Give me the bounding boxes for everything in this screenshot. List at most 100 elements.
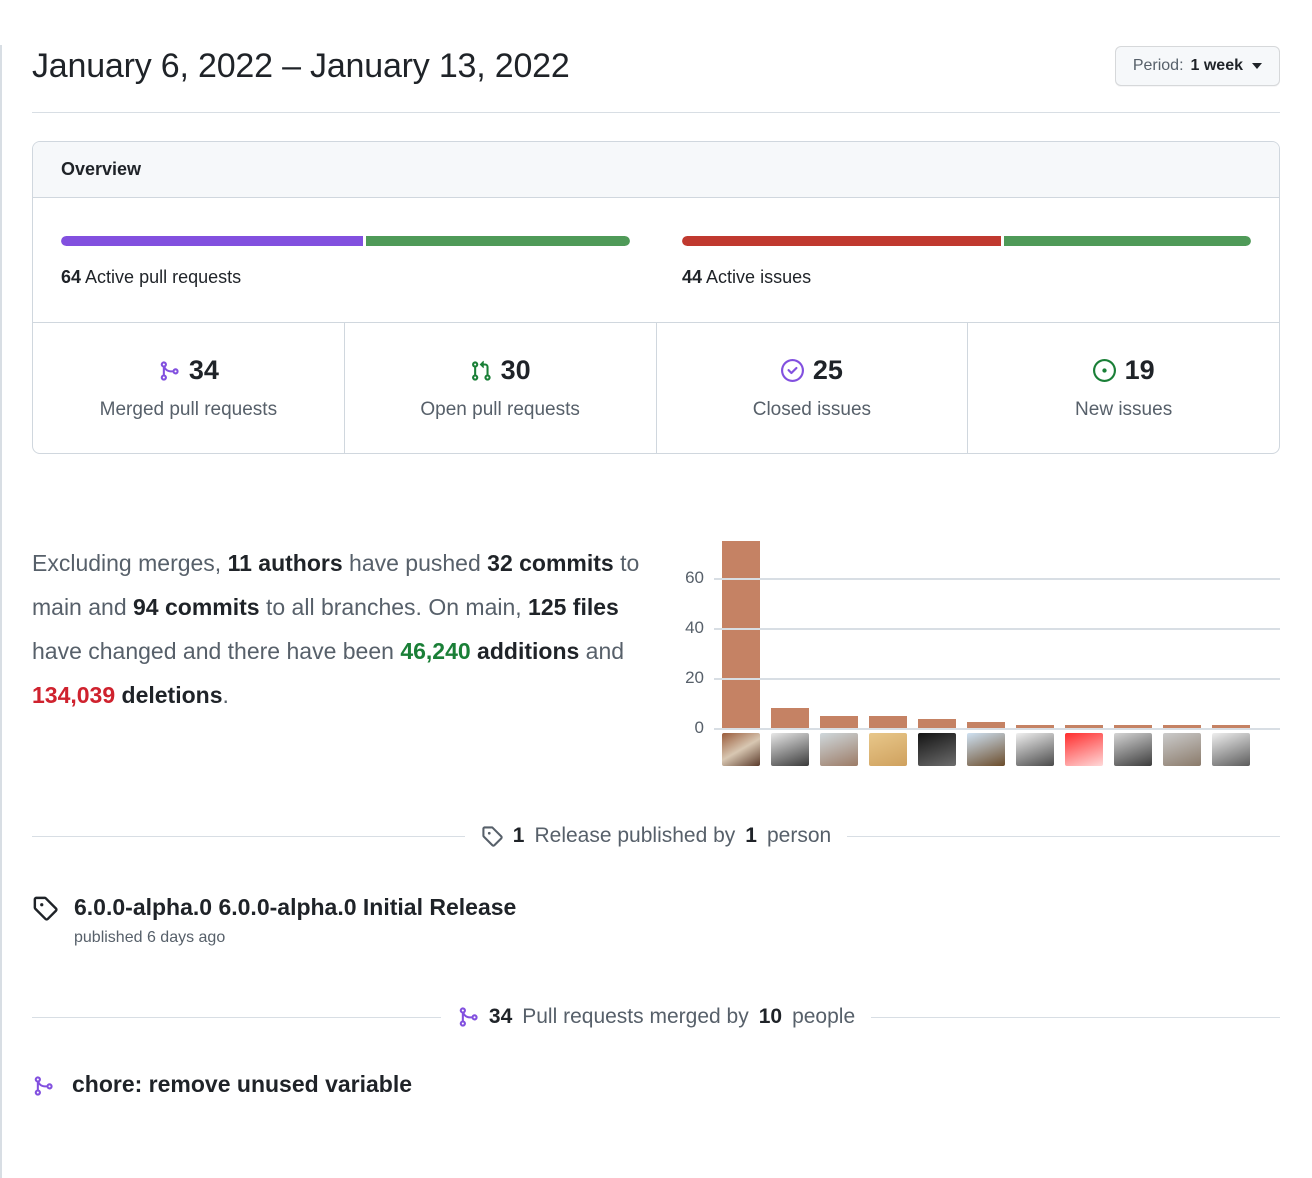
- tag-icon: [481, 825, 503, 847]
- list-item[interactable]: chore: remove unused variable: [32, 1071, 1280, 1098]
- chart-y-axis-tick: 0: [694, 718, 704, 737]
- summary-deletions-count: 134,039: [32, 682, 116, 709]
- overview-bars-row: 64 Active pull requests 44 Active issues: [33, 198, 1279, 322]
- avatar[interactable]: [869, 733, 907, 766]
- avatar[interactable]: [1114, 733, 1152, 766]
- releases-text-mid: Release published by: [534, 824, 736, 847]
- divider-rule-right: [847, 835, 1280, 837]
- releases-section-label: 1 Release published by 1 person: [465, 824, 847, 848]
- stat-merged-pull-requests-value: 34: [188, 355, 219, 385]
- divider-rule-left: [32, 1016, 441, 1018]
- new-issues-segment: [1003, 236, 1251, 246]
- releases-count: 1: [512, 824, 525, 847]
- commits-summary-text: Excluding merges, 11 authors have pushed…: [32, 541, 668, 743]
- git-merge-icon: [32, 1071, 54, 1097]
- issue-opened-icon: [1092, 359, 1116, 382]
- summary-t4: to all branches. On main,: [259, 594, 529, 621]
- merged-pull-requests-count: 34: [488, 1005, 513, 1028]
- avatar[interactable]: [967, 733, 1005, 766]
- stat-merged-pull-requests-caption: Merged pull requests: [99, 399, 278, 420]
- stat-new-issues[interactable]: 19 New issues: [968, 323, 1279, 453]
- issues-progress-bar: [682, 236, 1251, 246]
- page-title: January 6, 2022 – January 13, 2022: [32, 46, 570, 85]
- releases-text-end: person: [766, 824, 832, 847]
- summary-t5: have changed and there have been: [32, 638, 401, 665]
- chart-gridline: [714, 628, 1280, 630]
- left-rail-divider: [0, 45, 2, 1178]
- merged-pull-requests-segment: [61, 236, 363, 246]
- avatar[interactable]: [1212, 733, 1250, 766]
- git-merge-icon: [158, 360, 180, 382]
- merged-pull-requests-section-label: 34 Pull requests merged by 10 people: [441, 1005, 871, 1029]
- active-issues-block: 44 Active issues: [656, 236, 1251, 288]
- chart-bar[interactable]: [918, 719, 956, 728]
- chart-bar[interactable]: [967, 721, 1005, 728]
- overview-stats-row: 34 Merged pull requests 30 Open pull req…: [33, 322, 1279, 453]
- merged-pull-requests-people-count: 10: [758, 1005, 783, 1028]
- active-pull-requests-count: 64: [61, 267, 82, 287]
- stat-new-issues-caption: New issues: [1075, 399, 1173, 420]
- chart-bar[interactable]: [722, 540, 760, 728]
- summary-t6: and: [579, 638, 625, 665]
- avatar[interactable]: [1016, 733, 1054, 766]
- commits-per-author-chart: 60 40 20 0: [668, 518, 1280, 766]
- summary-deletions-word: deletions: [115, 682, 223, 709]
- chart-bar[interactable]: [820, 715, 858, 728]
- stat-open-pull-requests-value: 30: [500, 355, 531, 385]
- tag-icon: [32, 893, 58, 947]
- chart-plot-area: 60 40 20 0: [685, 528, 1280, 737]
- summary-commits-main: 32 commits: [487, 550, 614, 576]
- overview-panel: Overview 64 Active pull requests 44: [32, 141, 1280, 454]
- summary-additions-count: 46,240: [400, 638, 471, 665]
- stat-closed-issues-value: 25: [812, 355, 843, 385]
- avatar[interactable]: [722, 733, 760, 766]
- chart-bar[interactable]: [1212, 725, 1250, 728]
- chart-bars: [722, 528, 1280, 728]
- avatar[interactable]: [1163, 733, 1201, 766]
- release-published-time: published 6 days ago: [74, 929, 226, 946]
- active-pull-requests-block: 64 Active pull requests: [61, 236, 656, 288]
- chart-gridline: [714, 678, 1280, 680]
- period-value-label: 1 week: [1190, 57, 1243, 74]
- period-select-button[interactable]: Period: 1 week: [1114, 46, 1280, 86]
- summary-t7: .: [222, 682, 229, 709]
- chart-author-avatars: [722, 733, 1280, 766]
- summary-commits-all: 94 commits: [133, 594, 260, 621]
- chart-bar[interactable]: [771, 708, 809, 728]
- pull-request-title[interactable]: chore: remove unused variable: [72, 1071, 413, 1097]
- release-list-item[interactable]: 6.0.0-alpha.0 6.0.0-alpha.0 Initial Rele…: [32, 893, 1280, 947]
- releases-people-count: 1: [745, 824, 757, 847]
- merged-pull-requests-text-mid: Pull requests merged by: [522, 1005, 749, 1028]
- stat-open-pull-requests-caption: Open pull requests: [420, 399, 580, 420]
- summary-additions-word: additions: [470, 638, 580, 665]
- active-pull-requests-text: Active pull requests: [85, 267, 242, 287]
- chart-bar[interactable]: [1065, 725, 1103, 728]
- stat-closed-issues-caption: Closed issues: [752, 399, 872, 420]
- period-prefix-label: Period:: [1132, 57, 1184, 74]
- avatar[interactable]: [1065, 733, 1103, 766]
- stat-open-pull-requests[interactable]: 30 Open pull requests: [345, 323, 657, 453]
- avatar[interactable]: [820, 733, 858, 766]
- git-merge-icon: [457, 1006, 479, 1028]
- stat-new-issues-value: 19: [1124, 355, 1155, 385]
- release-title[interactable]: 6.0.0-alpha.0 6.0.0-alpha.0 Initial Rele…: [74, 894, 517, 920]
- merged-pull-requests-list: chore: remove unused variable: [32, 1071, 1280, 1098]
- avatar[interactable]: [771, 733, 809, 766]
- pulse-header: January 6, 2022 – January 13, 2022 Perio…: [32, 0, 1280, 113]
- avatar[interactable]: [918, 733, 956, 766]
- chart-y-axis-tick: 40: [685, 618, 704, 637]
- merged-pull-requests-section-divider: 34 Pull requests merged by 10 people: [32, 1005, 1281, 1029]
- chevron-down-icon: [1252, 63, 1262, 69]
- stat-merged-pull-requests[interactable]: 34 Merged pull requests: [33, 323, 345, 453]
- active-pull-requests-label: 64 Active pull requests: [61, 267, 630, 288]
- chart-bar[interactable]: [1114, 725, 1152, 728]
- commits-summary-row: Excluding merges, 11 authors have pushed…: [32, 518, 1280, 766]
- chart-y-axis-tick: 20: [685, 668, 704, 687]
- releases-section-divider: 1 Release published by 1 person: [32, 824, 1280, 848]
- stat-closed-issues[interactable]: 25 Closed issues: [657, 323, 969, 453]
- active-issues-text: Active issues: [706, 267, 812, 287]
- chart-bar[interactable]: [1163, 725, 1201, 728]
- chart-bar[interactable]: [1016, 725, 1054, 728]
- chart-bar[interactable]: [869, 715, 907, 728]
- summary-authors: 11 authors: [227, 550, 343, 576]
